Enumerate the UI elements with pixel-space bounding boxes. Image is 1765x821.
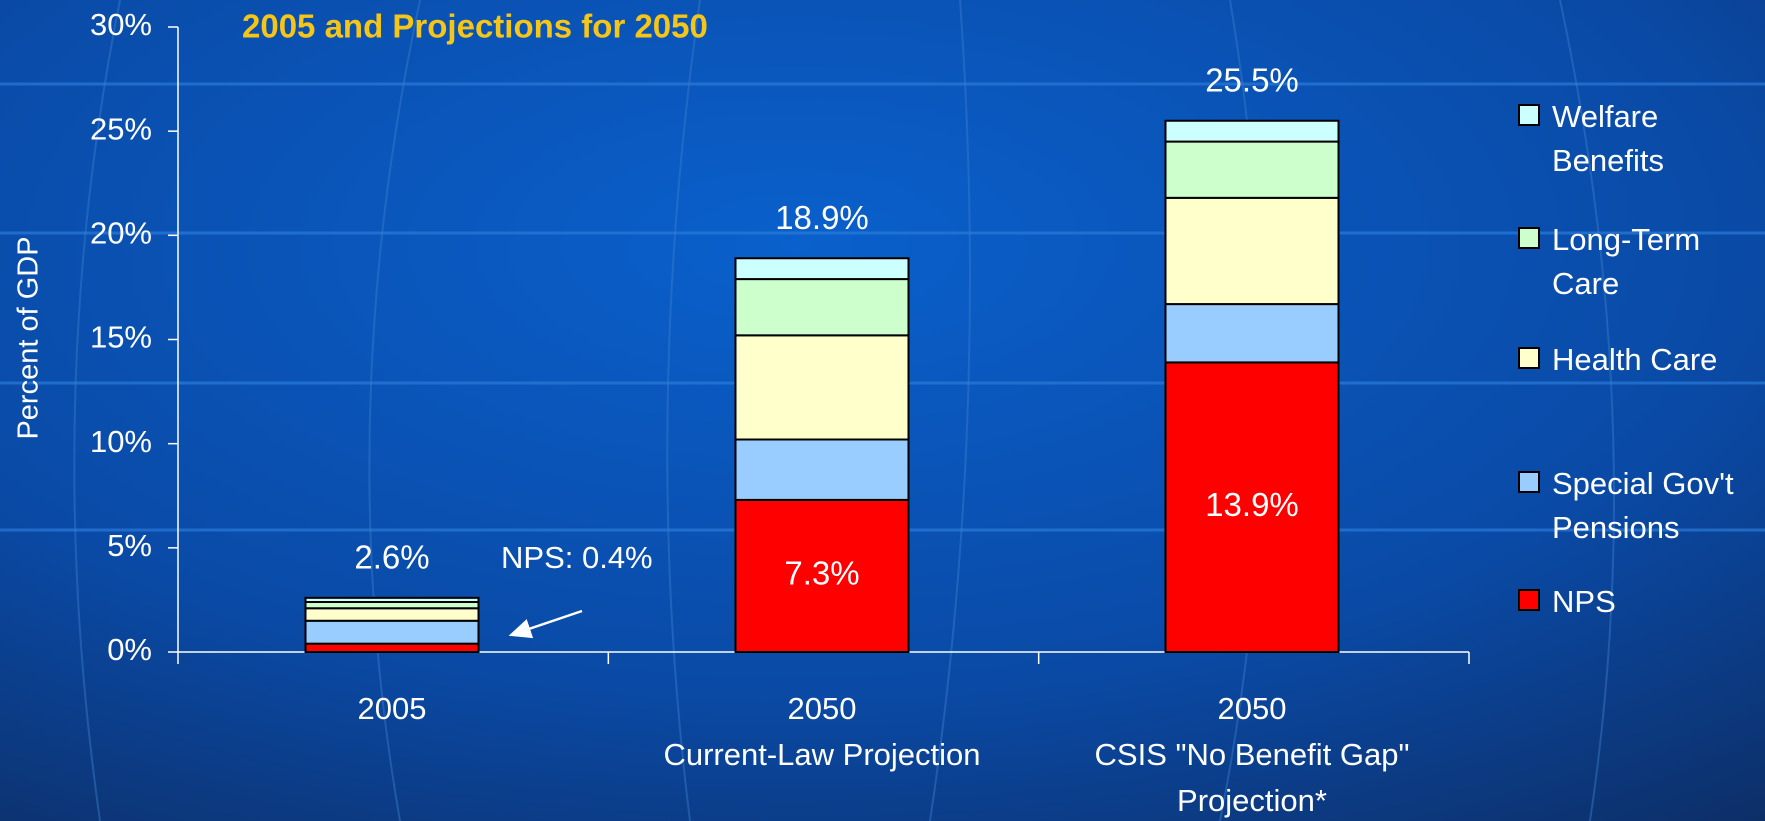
annotation: NPS: 0.4%	[501, 540, 653, 575]
x-tick-label: Current-Law Projection	[663, 737, 980, 772]
x-tick-label: Projection*	[1177, 783, 1327, 818]
bar-segment	[734, 498, 910, 653]
legend-swatch	[1518, 471, 1540, 493]
legend-swatch	[1518, 104, 1540, 126]
legend-entry: Welfare Benefits	[1518, 95, 1757, 183]
bar-segment	[734, 334, 910, 441]
legend-label: Welfare Benefits	[1552, 99, 1665, 178]
bar-segment	[1164, 140, 1340, 199]
legend-label: Health Care	[1552, 342, 1718, 377]
x-tick-label: 2050	[1218, 691, 1287, 726]
bar-segment	[304, 619, 480, 645]
legend-label: Long-Term Care	[1552, 222, 1701, 301]
chart-title: 2005 and Projections for 2050	[242, 8, 708, 45]
legend-label: Special Gov't Pensions	[1552, 466, 1734, 545]
total-label: 18.9%	[775, 199, 869, 236]
bar-segment	[304, 642, 480, 654]
value-label: 7.3%	[784, 555, 859, 592]
total-label: 2.6%	[354, 539, 429, 576]
y-axis-label: Percent of GDP	[13, 236, 45, 439]
y-tick-label: 5%	[107, 528, 152, 563]
bar-segment	[734, 257, 910, 281]
y-tick-label: 0%	[107, 632, 152, 667]
bar-segment	[1164, 196, 1340, 306]
y-tick-label: 20%	[90, 216, 152, 251]
legend-entry: Long-Term Care	[1518, 218, 1757, 306]
legend-swatch	[1518, 227, 1540, 249]
legend-swatch	[1518, 589, 1540, 611]
total-label: 25.5%	[1205, 61, 1299, 98]
bar-segment	[1164, 119, 1340, 143]
bar-segment	[304, 607, 480, 622]
y-tick-label: 30%	[90, 7, 152, 42]
legend: NPS Special Gov't Pensions Health Care Long…	[1518, 0, 1758, 821]
x-tick-label: CSIS "No Benefit Gap"	[1095, 737, 1410, 772]
legend-entry: Special Gov't Pensions	[1518, 462, 1757, 550]
y-tick-label: 10%	[90, 424, 152, 459]
y-tick-label: 15%	[90, 320, 152, 355]
bar-segment	[1164, 361, 1340, 653]
bar-segment	[1164, 303, 1340, 364]
legend-entry: Health Care	[1518, 338, 1757, 382]
x-tick-label: 2005	[358, 691, 427, 726]
annotation-arrow	[508, 609, 583, 639]
legend-entry: NPS	[1518, 580, 1757, 624]
bar-segment	[734, 438, 910, 501]
bar-segment	[304, 596, 480, 603]
x-tick-label: 2050	[788, 691, 857, 726]
legend-swatch	[1518, 347, 1540, 369]
bar-segment	[734, 278, 910, 337]
legend-label: NPS	[1552, 584, 1616, 619]
value-label: 13.9%	[1205, 486, 1299, 523]
y-tick-label: 25%	[90, 111, 152, 146]
